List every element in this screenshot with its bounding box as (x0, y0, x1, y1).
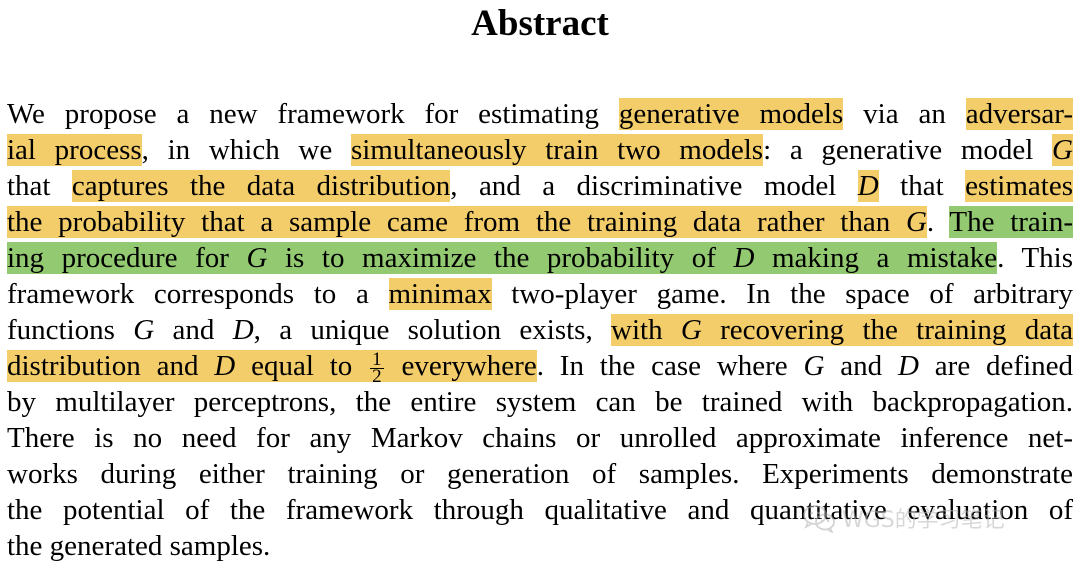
highlight-minimax: minimax (388, 278, 492, 310)
abstract-heading: Abstract (471, 3, 609, 44)
abstract-line: There is no need for any Markov chains o… (7, 422, 1073, 454)
abstract-line: the probability that a sample came from … (7, 206, 1074, 238)
abstract-line: functions G and D, a unique solution exi… (7, 314, 1073, 346)
highlight-train-two-models: simultaneously train two models (350, 134, 764, 166)
wechat-icon (803, 505, 835, 533)
highlight-estimates-probability: the probability that a sample came from … (7, 206, 906, 238)
highlight-math-d: D (857, 170, 879, 202)
abstract-line: ial process, in which we simultaneously … (7, 134, 1073, 166)
abstract-line: that captures the data distribution, and… (7, 170, 1073, 202)
abstract-line: works during either training or generati… (7, 458, 1073, 490)
highlight-math-g: G (1052, 134, 1073, 166)
abstract-line: the potential of the framework through q… (7, 494, 1073, 526)
watermark: WGS的学习笔记 (802, 500, 1052, 536)
highlight-generative-models: generative models (618, 98, 844, 130)
highlight-unique-solution: with G recovering the training data (611, 314, 1073, 346)
abstract-line: framework corresponds to a minimax two-p… (7, 278, 1073, 310)
highlight-adversarial-process: ial process (7, 134, 142, 166)
highlight-adversarial-process: adversar- (965, 98, 1073, 130)
highlight-training-procedure: The train- (949, 206, 1074, 238)
highlight-training-procedure: ing procedure for G is to maximize the p… (7, 242, 998, 274)
abstract-line: ing procedure for G is to maximize the p… (7, 242, 1073, 274)
abstract-line: We propose a new framework for estimatin… (7, 98, 1073, 130)
highlight-data-distribution: captures the data distribution (71, 170, 451, 202)
highlight-estimates-probability: estimates (965, 170, 1073, 202)
abstract-body: We propose a new framework for estimatin… (7, 96, 1074, 564)
abstract-line: the generated samples. (7, 530, 271, 562)
abstract-line: by multilayer perceptrons, the entire sy… (7, 386, 1073, 418)
watermark-text: WGS的学习笔记 (842, 508, 1005, 533)
